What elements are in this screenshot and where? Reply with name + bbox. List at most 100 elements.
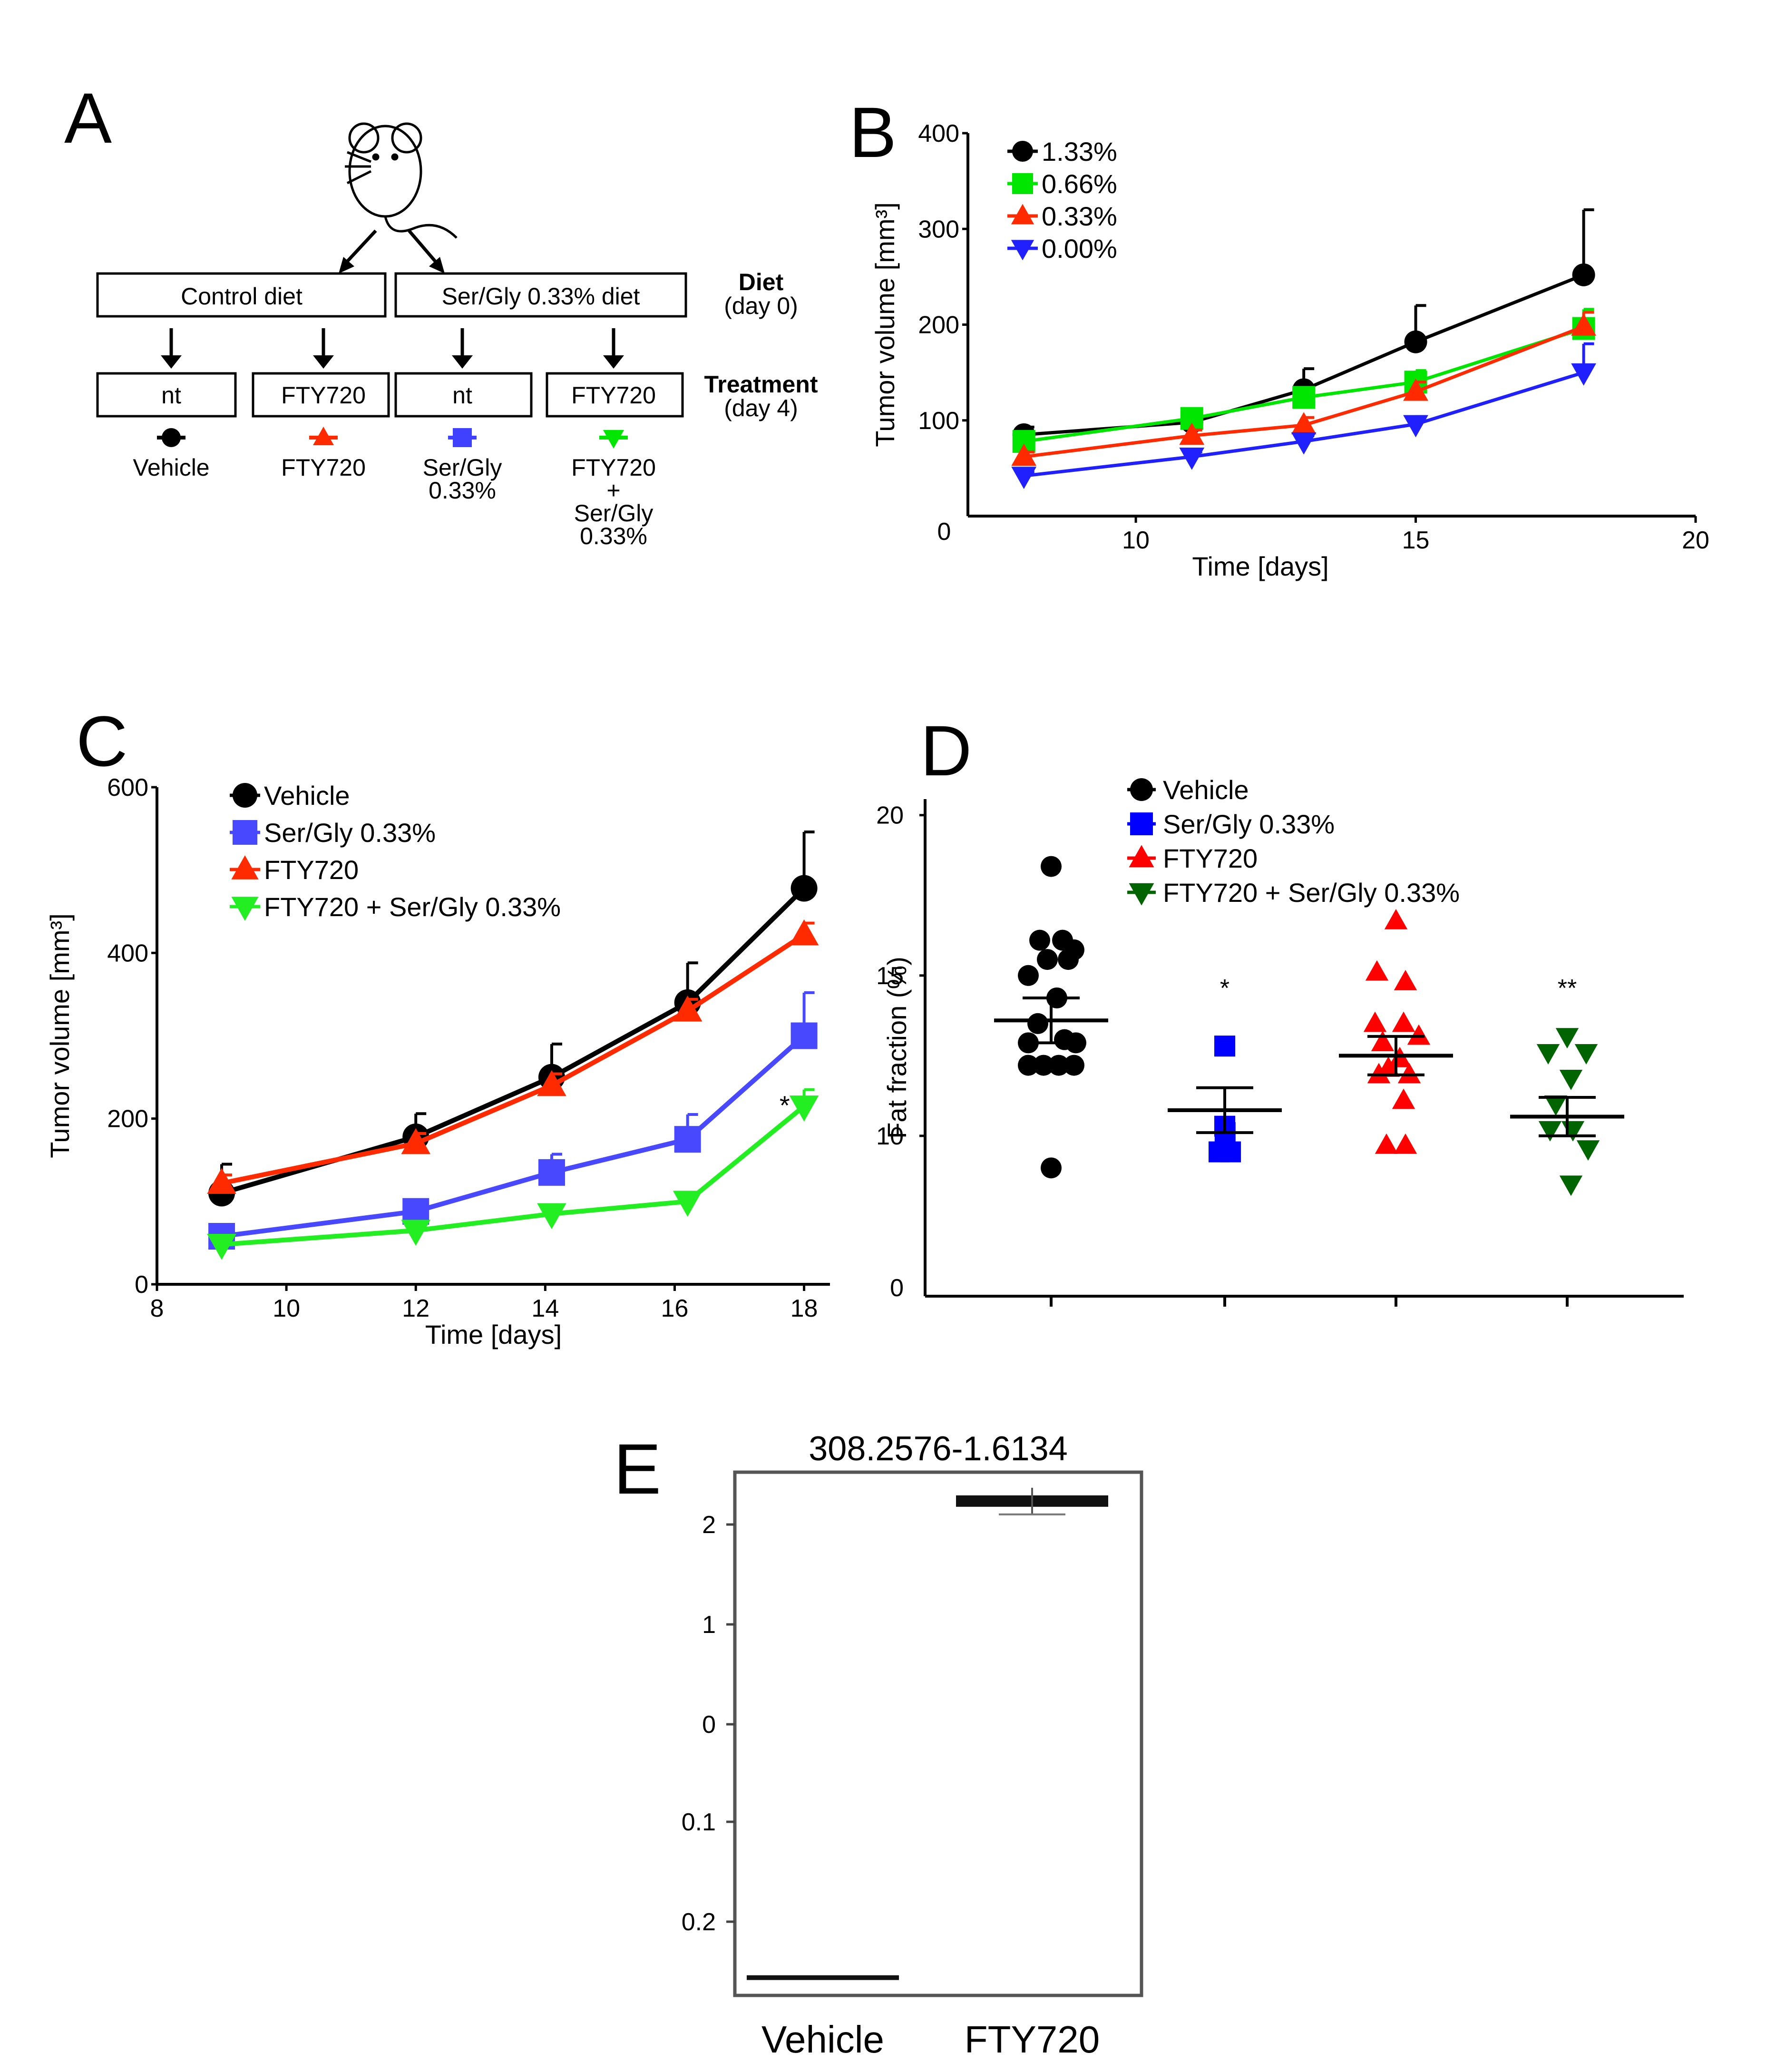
legend-marker xyxy=(233,783,257,808)
data-point xyxy=(1544,1095,1568,1116)
diet-label: Diet xyxy=(739,269,784,295)
x-tick-label: 8 xyxy=(150,1295,164,1322)
series-line xyxy=(221,886,806,1196)
group-name-3-line-3: 0.33% xyxy=(580,523,647,549)
group-name-1-line-0: FTY720 xyxy=(281,454,366,481)
legend-marker xyxy=(1130,778,1153,801)
legend-label: FTY720 xyxy=(1163,843,1258,873)
data-point xyxy=(1018,1055,1039,1076)
legend-marker xyxy=(233,820,257,845)
data-point xyxy=(1041,856,1062,877)
series-line xyxy=(221,1034,806,1239)
x-tick-label: 14 xyxy=(531,1295,559,1322)
data-point xyxy=(789,919,819,946)
plot-frame xyxy=(733,1470,1143,1997)
data-point xyxy=(1561,1121,1585,1142)
y-axis-label: Tumor volume [mm³] xyxy=(45,913,75,1158)
legend-label: Ser/Gly 0.33% xyxy=(264,818,436,848)
group-3: ** xyxy=(1510,975,1624,1196)
x-tick-label: 10 xyxy=(1122,527,1150,554)
data-point xyxy=(1011,443,1037,466)
data-point xyxy=(1367,1063,1391,1084)
y-tick-label: 2 xyxy=(702,1511,716,1539)
legend-label: Vehicle xyxy=(264,781,350,811)
series-2 xyxy=(207,919,819,1194)
origin-label: 0 xyxy=(937,518,951,546)
panel-label-e: E xyxy=(614,1429,661,1509)
data-point xyxy=(1403,378,1428,401)
data-point xyxy=(1559,1175,1583,1196)
legend-marker xyxy=(1012,173,1033,194)
diet-day-label: (day 0) xyxy=(724,293,798,319)
mouse-icon xyxy=(345,122,458,239)
diagram-arrow-3 xyxy=(603,328,624,369)
data-point xyxy=(1058,949,1079,970)
group-key-marker-3 xyxy=(603,430,624,449)
panel-label-d: D xyxy=(920,711,972,791)
treatment-box-1 xyxy=(252,372,390,418)
y-tick-label: 0.1 xyxy=(682,1808,716,1836)
y-tick-label: 100 xyxy=(918,407,959,435)
data-point xyxy=(789,1095,819,1122)
treatment-box-2 xyxy=(394,372,533,418)
x-axis-label: Time [days] xyxy=(1192,551,1328,581)
data-point xyxy=(1559,1069,1583,1090)
chart-title: 308.2576-1.6134 xyxy=(809,1430,1068,1468)
category-label: Vehicle xyxy=(761,2018,884,2061)
treatment-box-label-1: FTY720 xyxy=(281,382,366,409)
experimental-design-diagram: Control diet Ser/Gly 0.33% diet Diet (da… xyxy=(96,122,818,549)
y-tick-label: 15 xyxy=(876,962,904,990)
chart-d-fat-fraction: 0 10 15 20 Fat fraction (%) Vehicle * Ser/Gly 0… xyxy=(876,775,1684,1307)
data-point xyxy=(1371,1031,1395,1051)
panel-label-c: C xyxy=(76,701,127,781)
series-3 xyxy=(207,1088,819,1260)
treatment-label: Treatment xyxy=(704,371,818,398)
x-tick-label: 20 xyxy=(1682,527,1709,554)
data-point xyxy=(207,1168,236,1194)
y-tick-label: 400 xyxy=(107,939,148,967)
significance-annotation: * xyxy=(1220,975,1229,1002)
group-name-3-line-2: Ser/Gly xyxy=(574,500,654,527)
series-3 xyxy=(1011,342,1597,489)
data-point xyxy=(1064,1055,1084,1076)
legend-marker xyxy=(231,897,259,921)
series-0 xyxy=(208,831,818,1207)
group-key-marker-0 xyxy=(162,428,181,447)
data-point xyxy=(1365,960,1389,981)
y-tick-label: 300 xyxy=(918,215,959,243)
data-point xyxy=(538,1159,565,1186)
data-point xyxy=(1572,263,1595,286)
group-name-3-line-1: + xyxy=(606,477,620,504)
diet-box-sergly-label: Ser/Gly 0.33% diet xyxy=(442,283,640,310)
legend-label: 0.66% xyxy=(1042,169,1117,199)
data-point xyxy=(1179,422,1205,445)
data-point xyxy=(1011,467,1037,489)
x-tick-label: 16 xyxy=(661,1295,689,1322)
data-point xyxy=(1404,330,1427,353)
y-tick-label: 10 xyxy=(876,1123,904,1150)
significance-annotation: ** xyxy=(1558,975,1577,1002)
group-name-2-line-1: 0.33% xyxy=(429,477,496,504)
legend-marker xyxy=(1011,240,1034,261)
data-point xyxy=(401,1220,431,1246)
y-axis-label: Tumor volume [mm³] xyxy=(870,202,900,447)
data-point xyxy=(1407,1024,1431,1045)
series-1 xyxy=(208,991,818,1250)
data-point xyxy=(1394,1133,1417,1154)
data-point xyxy=(1392,1011,1415,1032)
x-tick-label: 12 xyxy=(402,1295,429,1322)
data-point xyxy=(790,875,818,902)
group-name-3-line-0: FTY720 xyxy=(571,454,656,481)
diet-box-sergly xyxy=(394,272,687,318)
group-1: * xyxy=(1168,975,1282,1163)
data-point xyxy=(1220,1141,1241,1163)
data-point xyxy=(1041,1157,1062,1179)
diagram-arrow-0 xyxy=(161,328,182,369)
category-label: FTY720 xyxy=(965,2018,1100,2061)
y-tick-label: 600 xyxy=(107,774,148,801)
legend-marker xyxy=(1130,812,1153,835)
legend-label: 1.33% xyxy=(1042,137,1117,166)
data-point xyxy=(1555,1028,1579,1049)
x-tick-label: 10 xyxy=(273,1295,300,1322)
